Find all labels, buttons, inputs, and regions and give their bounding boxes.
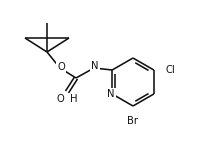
Text: N: N — [91, 61, 99, 71]
Text: H: H — [70, 94, 78, 104]
Text: Cl: Cl — [166, 65, 176, 75]
Text: O: O — [56, 94, 64, 104]
Text: O: O — [57, 62, 65, 72]
Text: N: N — [107, 89, 115, 99]
Text: Br: Br — [127, 116, 138, 126]
